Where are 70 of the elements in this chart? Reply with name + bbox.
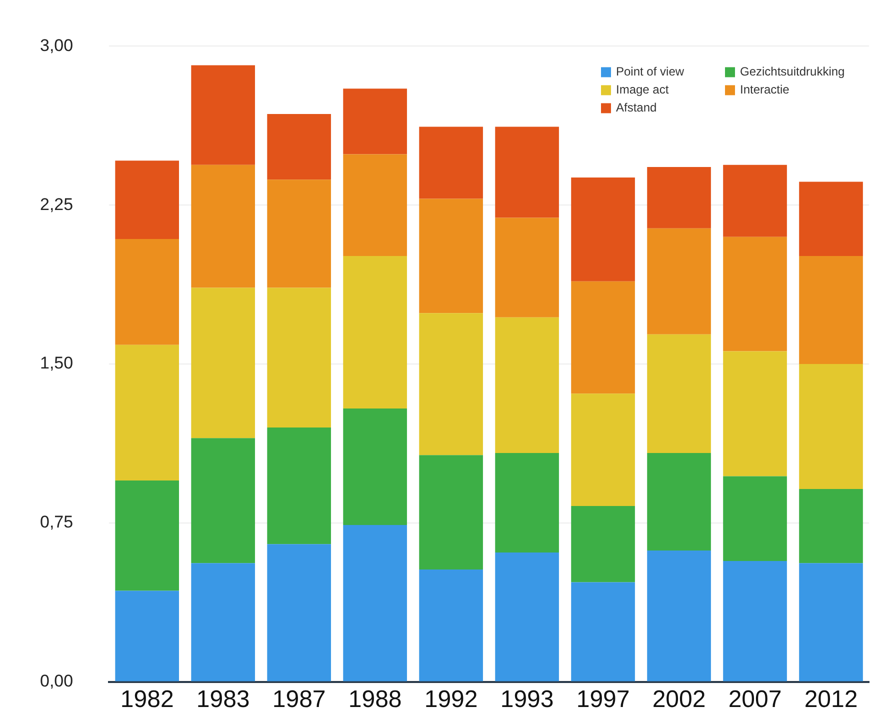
legend-label: Point of view (616, 64, 684, 79)
legend-label: Interactie (740, 82, 790, 97)
bar (115, 344, 179, 481)
legend-label: Image act (616, 82, 670, 97)
x-tick-label: 1993 (500, 686, 554, 713)
bar (647, 228, 711, 334)
bar (267, 180, 331, 288)
y-tick-label: 0,00 (40, 671, 74, 690)
x-tick-label: 1983 (196, 686, 250, 713)
bar (647, 166, 711, 228)
bar (343, 88, 407, 154)
y-tick-label: 0,75 (40, 512, 74, 532)
y-tick-label: 3,00 (40, 36, 74, 55)
bar (343, 525, 407, 682)
bar (267, 428, 331, 544)
bar (647, 452, 711, 550)
bar (191, 563, 255, 682)
bar (571, 178, 635, 282)
bar (799, 489, 863, 564)
bar (571, 281, 635, 394)
bar (191, 164, 255, 288)
x-tick-label: 1988 (348, 686, 402, 713)
bar (419, 455, 483, 570)
y-tick-label: 2,25 (40, 194, 74, 214)
bar (191, 288, 255, 438)
bar (343, 256, 407, 408)
bar (115, 160, 179, 239)
bar (267, 288, 331, 428)
bar (571, 582, 635, 682)
x-tick-label: 1987 (272, 686, 326, 713)
bar (267, 544, 331, 682)
bar (343, 408, 407, 526)
x-tick-label: 1992 (424, 686, 478, 713)
bar (191, 65, 255, 165)
bar (115, 590, 179, 682)
bar (799, 256, 863, 364)
bar (723, 351, 787, 476)
bar (495, 218, 559, 318)
bar (191, 438, 255, 564)
bar (115, 480, 179, 591)
bar (799, 182, 863, 256)
bar (799, 563, 863, 682)
bar (495, 317, 559, 453)
bar (647, 550, 711, 682)
x-tick-label: 2002 (652, 686, 706, 713)
x-tick-label: 1997 (576, 686, 630, 713)
x-tick-label: 2007 (728, 686, 782, 713)
legend-label: Afstand (616, 100, 657, 115)
bar (571, 394, 635, 506)
x-tick-label: 2012 (804, 686, 858, 713)
bar (495, 126, 559, 218)
bar (115, 239, 179, 345)
bar (723, 236, 787, 352)
x-tick-label: 1982 (120, 686, 174, 713)
bar (495, 452, 559, 553)
bar (495, 552, 559, 682)
bar (723, 476, 787, 562)
bar (647, 334, 711, 453)
bar (571, 506, 635, 582)
legend-label: Gezichtsuitdrukking (740, 64, 845, 79)
bar (419, 313, 483, 456)
bar (723, 561, 787, 682)
bar (419, 126, 483, 199)
y-tick-label: 1,50 (40, 354, 74, 373)
bar (723, 164, 787, 237)
bar (799, 364, 863, 489)
bar (343, 154, 407, 256)
bar (419, 570, 483, 682)
bar (419, 198, 483, 314)
bar (267, 114, 331, 180)
